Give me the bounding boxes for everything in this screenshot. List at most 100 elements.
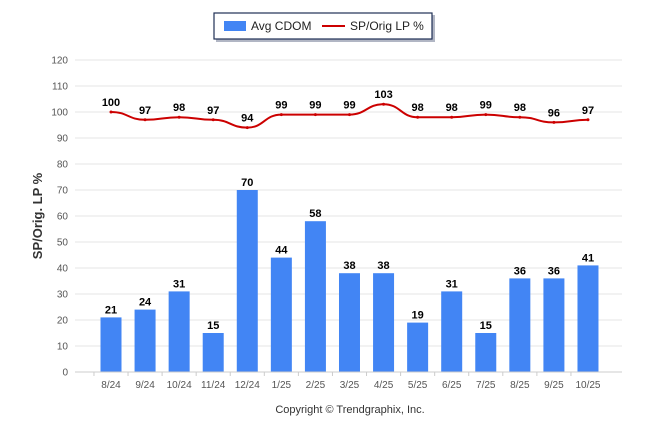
- y-tick-label: 0: [62, 368, 68, 379]
- bar: [304, 221, 326, 372]
- line-point: [211, 118, 215, 122]
- line-data-label: 99: [343, 100, 355, 112]
- line-data-label: 97: [207, 105, 219, 117]
- bar-data-label: 38: [377, 260, 389, 272]
- bar-data-label: 31: [446, 278, 458, 290]
- line-data-label: 97: [139, 105, 151, 117]
- line-point: [143, 118, 147, 122]
- y-tick-label: 40: [57, 264, 69, 275]
- bar: [134, 309, 156, 372]
- y-axis-label: SP/Orig. LP %: [30, 172, 45, 259]
- line-point: [313, 113, 317, 117]
- bar-data-label: 70: [241, 177, 253, 189]
- line-data-label: 98: [412, 102, 424, 114]
- line-point: [416, 115, 420, 119]
- x-tick-label: 9/24: [135, 380, 155, 391]
- line-point: [109, 110, 113, 114]
- legend-label-sp-orig: SP/Orig LP %: [350, 19, 424, 33]
- y-tick-label: 110: [52, 82, 68, 93]
- line-point: [484, 113, 488, 117]
- y-tick-label: 120: [51, 56, 68, 67]
- x-tick-label: 2/25: [306, 380, 326, 391]
- line-point: [552, 120, 556, 124]
- bar: [202, 333, 224, 372]
- line-data-label: 98: [446, 102, 458, 114]
- copyright-footer: Copyright © Trendgraphix, Inc.: [275, 404, 424, 416]
- legend-label-avg-cdom: Avg CDOM: [251, 19, 311, 33]
- line-data-label: 103: [374, 89, 392, 101]
- line-data-label: 98: [514, 102, 526, 114]
- bar: [338, 273, 360, 372]
- bar-data-label: 24: [139, 297, 152, 309]
- bar: [373, 273, 395, 372]
- legend-swatch-bar: [224, 21, 246, 31]
- x-tick-label: 9/25: [544, 380, 564, 391]
- bar-data-label: 21: [105, 304, 117, 316]
- bar: [509, 278, 531, 372]
- y-tick-label: 20: [57, 316, 69, 327]
- x-tick-label: 10/25: [575, 380, 600, 391]
- line-series: 100 97 98 97 94 99 99 99 103 98 98 99 98 96 97: [102, 89, 594, 130]
- line-data-label: 97: [582, 105, 594, 117]
- bar: [577, 265, 599, 372]
- line-point: [347, 113, 351, 117]
- bar: [270, 257, 292, 372]
- bar-data-label: 15: [480, 320, 492, 332]
- line-data-label: 94: [241, 113, 254, 125]
- x-tick-label: 12/24: [235, 380, 260, 391]
- bar: [168, 291, 190, 372]
- line-data-label: 98: [173, 102, 185, 114]
- bar-data-label: 36: [548, 265, 560, 277]
- bar-data-label: 36: [514, 265, 526, 277]
- line-data-label: 99: [480, 100, 492, 112]
- line-data-label: 99: [275, 100, 287, 112]
- x-tick-label: 1/25: [272, 380, 292, 391]
- y-tick-label: 30: [57, 290, 69, 301]
- line-point: [450, 115, 454, 119]
- y-axis-ticks: 0 10 20 30 40 50 60 70 80 90 100 110 120: [51, 56, 68, 379]
- x-tick-label: 11/24: [201, 380, 226, 391]
- bar-data-label: 44: [275, 245, 288, 257]
- y-tick-label: 50: [57, 238, 69, 249]
- line-data-label: 96: [548, 107, 560, 119]
- y-tick-label: 100: [51, 108, 68, 119]
- bar: [407, 322, 429, 372]
- bar: [236, 190, 258, 372]
- bar-data-label: 58: [309, 208, 321, 220]
- x-tick-label: 3/25: [340, 380, 360, 391]
- x-tick-label: 7/25: [476, 380, 496, 391]
- bar: [100, 317, 122, 372]
- bars: 21 24 31 15 70 44 58 38 38 19 31 15 36 36 41: [100, 177, 599, 372]
- x-axis-ticks: 8/24 9/24 10/24 11/24 12/24 1/25 2/25 3/25 4/25 5…: [75, 371, 622, 391]
- line-point: [245, 126, 249, 130]
- bar-data-label: 38: [343, 260, 355, 272]
- bar: [475, 333, 497, 372]
- line-point: [518, 115, 522, 119]
- line-point: [382, 102, 386, 106]
- legend: Avg CDOM SP/Orig LP %: [213, 12, 435, 42]
- x-tick-label: 5/25: [408, 380, 428, 391]
- bar: [543, 278, 565, 372]
- y-tick-label: 90: [57, 134, 69, 145]
- y-tick-label: 80: [57, 160, 69, 171]
- x-tick-label: 4/25: [374, 380, 394, 391]
- bar-data-label: 41: [582, 252, 594, 264]
- y-tick-label: 70: [57, 186, 69, 197]
- bar-data-label: 15: [207, 320, 219, 332]
- y-tick-label: 60: [57, 212, 69, 223]
- x-tick-label: 6/25: [442, 380, 462, 391]
- line-point: [586, 118, 590, 122]
- line-data-label: 99: [309, 100, 321, 112]
- x-tick-label: 10/24: [167, 380, 192, 391]
- bar-data-label: 31: [173, 278, 185, 290]
- line-point: [177, 115, 181, 119]
- line-data-label: 100: [102, 97, 120, 109]
- gridlines: [75, 59, 622, 373]
- line-point: [279, 113, 283, 117]
- bar: [441, 291, 463, 372]
- y-tick-label: 10: [57, 342, 69, 353]
- x-tick-label: 8/25: [510, 380, 530, 391]
- bar-data-label: 19: [412, 310, 424, 322]
